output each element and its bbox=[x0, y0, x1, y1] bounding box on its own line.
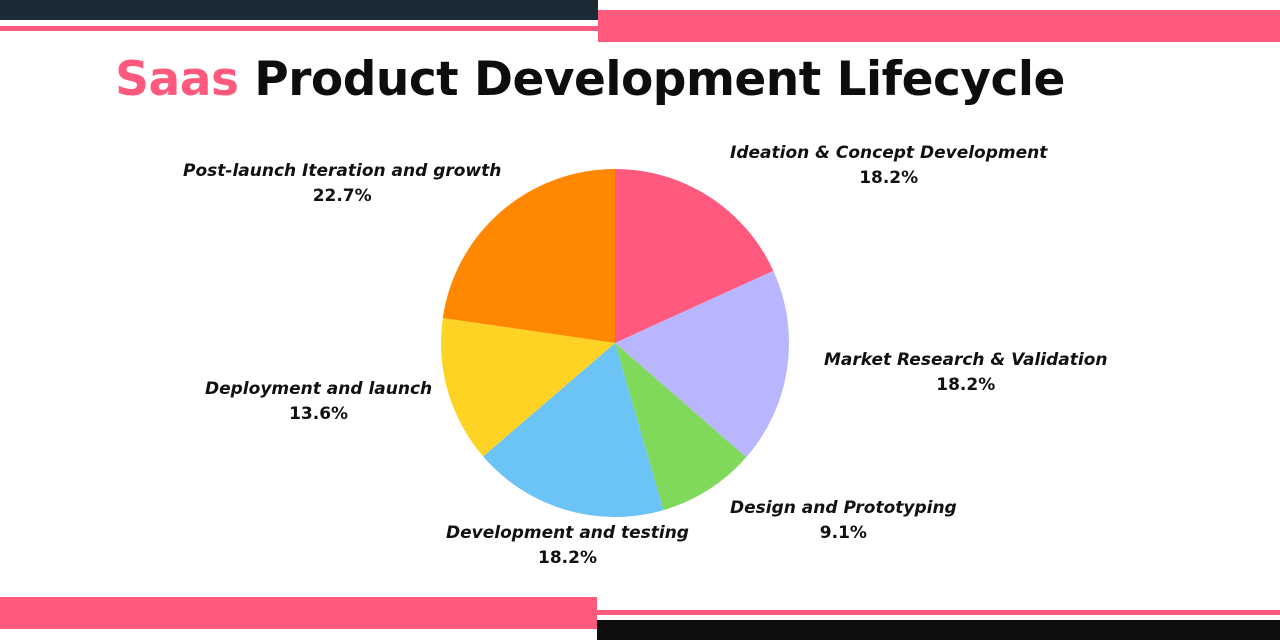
bottom-right-pink-line bbox=[597, 610, 1280, 615]
slice-label-percent: 9.1% bbox=[819, 523, 867, 543]
title-rest: Product Development Lifecycle bbox=[254, 52, 1065, 107]
slice-label-text: Post-launch Iteration and growth bbox=[183, 161, 502, 181]
pie-slice-deployment bbox=[440, 317, 615, 457]
pie-slice-ideation bbox=[615, 169, 774, 343]
bottom-right-black-bar bbox=[597, 620, 1280, 640]
slice-label-text: Design and Prototyping bbox=[730, 498, 957, 518]
bottom-left-pink-bar bbox=[0, 597, 597, 629]
slice-label-percent: 22.7% bbox=[312, 186, 372, 206]
slice-label-percent: 18.2% bbox=[859, 168, 919, 188]
slice-label-ideation: Ideation & Concept Development 18.2% bbox=[730, 141, 1047, 191]
pie-slice-market-research bbox=[615, 270, 790, 458]
slice-label-percent: 18.2% bbox=[936, 375, 996, 395]
slice-label-text: Market Research & Validation bbox=[824, 350, 1108, 370]
top-left-pink-line bbox=[0, 26, 598, 31]
chart-title: Saas Product Development Lifecycle bbox=[0, 52, 1180, 107]
slice-label-development: Development and testing 18.2% bbox=[446, 521, 689, 571]
slice-label-text: Deployment and launch bbox=[205, 379, 433, 399]
title-accent: Saas bbox=[115, 52, 239, 107]
top-left-dark-bar bbox=[0, 0, 598, 20]
slice-label-deployment: Deployment and launch 13.6% bbox=[205, 377, 432, 427]
pie-slice-development bbox=[483, 343, 664, 517]
slice-label-design: Design and Prototyping 9.1% bbox=[730, 496, 957, 546]
slice-label-text: Development and testing bbox=[446, 523, 689, 543]
pie-slice-design bbox=[615, 343, 747, 511]
slice-label-percent: 13.6% bbox=[289, 404, 349, 424]
slice-label-text: Ideation & Concept Development bbox=[730, 143, 1048, 163]
pie-slice-post-launch bbox=[442, 169, 615, 343]
slice-label-market-research: Market Research & Validation 18.2% bbox=[824, 348, 1108, 398]
slice-label-percent: 18.2% bbox=[538, 548, 597, 568]
top-right-pink-bar bbox=[598, 10, 1280, 42]
slice-label-post-launch: Post-launch Iteration and growth 22.7% bbox=[183, 159, 501, 209]
